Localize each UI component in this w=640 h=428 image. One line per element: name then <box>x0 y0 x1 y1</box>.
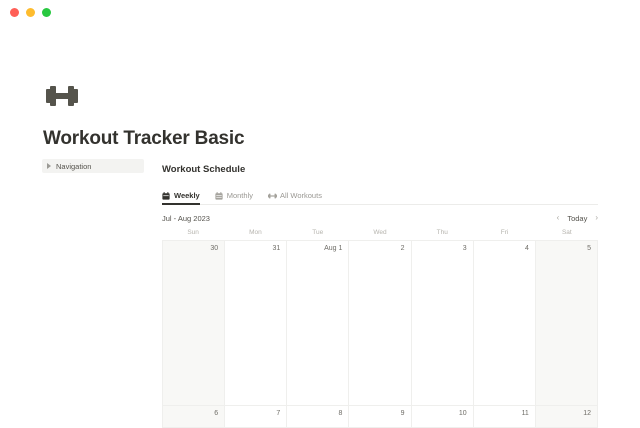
calendar-day-number: 5 <box>587 245 591 252</box>
calendar-day-number: 10 <box>458 410 467 417</box>
calendar-day-cell[interactable]: 12 <box>535 406 598 428</box>
tab-monthly[interactable]: Monthly <box>215 191 253 204</box>
section-title: Workout Schedule <box>162 164 246 175</box>
maximize-button[interactable] <box>42 7 51 17</box>
calendar-day-number: 7 <box>276 410 281 417</box>
tab-monthly-label: Monthly <box>226 191 253 200</box>
today-button[interactable]: Today <box>567 213 588 223</box>
calendar-day-number: 8 <box>338 410 343 417</box>
calendar-day-cell[interactable]: 9 <box>349 406 412 428</box>
calendar-toolbar: Jul - Aug 2023 ‹ Today › <box>162 209 598 227</box>
calendar-day-cell[interactable]: 7 <box>225 406 288 428</box>
calendar-day-number: 31 <box>272 245 281 252</box>
weekday-label-wed: Wed <box>373 229 387 236</box>
page-title: Workout Tracker Basic <box>43 128 245 149</box>
calendar-week-icon <box>162 191 170 200</box>
calendar-range-label: Jul - Aug 2023 <box>162 213 210 223</box>
calendar-day-number: 3 <box>462 245 467 252</box>
minimize-button[interactable] <box>26 7 35 17</box>
calendar-day-cell[interactable]: 6 <box>163 406 226 428</box>
calendar-day-cell[interactable]: 31 <box>225 241 288 406</box>
close-button[interactable] <box>10 7 19 17</box>
sidebar-navigation-label: Navigation <box>56 161 92 171</box>
calendar-day-number: 6 <box>214 410 219 417</box>
calendar-day-cell[interactable]: 3 <box>411 241 474 406</box>
calendar-day-cell[interactable]: 5 <box>535 241 598 406</box>
calendar-day-cell[interactable]: 10 <box>411 406 474 428</box>
calendar-day-number: 9 <box>400 410 405 417</box>
calendar-day-cell[interactable]: 8 <box>287 406 350 428</box>
view-tabs: Weekly Monthly <box>162 188 598 205</box>
tab-all-workouts[interactable]: All Workouts <box>267 191 322 204</box>
dumbbell-icon <box>44 81 80 111</box>
calendar-day-number: 2 <box>400 245 405 252</box>
weekday-label-sat: Sat <box>561 229 572 236</box>
calendar-day-number: 12 <box>583 410 591 417</box>
calendar-day-cell[interactable]: 11 <box>473 406 536 428</box>
calendar-week-row: 30 31 Aug 1 2 3 4 5 <box>163 241 598 406</box>
calendar-day-cell[interactable]: 30 <box>163 241 226 406</box>
page-body: Workout Tracker Basic Navigation Workout… <box>0 24 640 428</box>
weekday-label-sun: Sun <box>187 229 199 236</box>
calendar-nav-controls: ‹ Today › <box>557 214 598 223</box>
calendar-day-number: Aug 1 <box>324 245 343 252</box>
tab-all-workouts-label: All Workouts <box>279 191 322 200</box>
tab-weekly[interactable]: Weekly <box>162 191 200 205</box>
tab-weekly-label: Weekly <box>174 191 200 200</box>
weekday-label-fri: Fri <box>500 229 509 236</box>
calendar-day-cell[interactable]: 2 <box>349 241 412 406</box>
weekday-label-tue: Tue <box>312 229 324 236</box>
window-titlebar <box>0 0 640 24</box>
calendar-week-row: 6 7 8 9 10 11 12 <box>163 406 598 428</box>
weekday-label-thu: Thu <box>436 229 448 236</box>
calendar-day-number: 11 <box>521 410 529 417</box>
weekday-label-mon: Mon <box>249 229 262 236</box>
calendar-day-cell[interactable]: 4 <box>473 241 536 406</box>
calendar-weekday-header: Sun Mon Tue Wed Thu Fri Sat <box>162 229 598 240</box>
chevron-right-icon <box>47 163 51 169</box>
sidebar-navigation-toggle[interactable]: Navigation <box>42 159 144 173</box>
chevron-left-icon[interactable]: ‹ <box>556 213 560 222</box>
calendar-day-cell[interactable]: Aug 1 <box>287 241 350 406</box>
calendar-month-icon <box>215 191 223 200</box>
main-content: Workout Schedule Weekly <box>162 164 598 428</box>
chevron-right-icon[interactable]: › <box>595 213 598 222</box>
calendar-day-number: 4 <box>524 245 529 252</box>
calendar-day-number: 30 <box>210 245 219 252</box>
dumbbell-icon <box>267 192 277 200</box>
